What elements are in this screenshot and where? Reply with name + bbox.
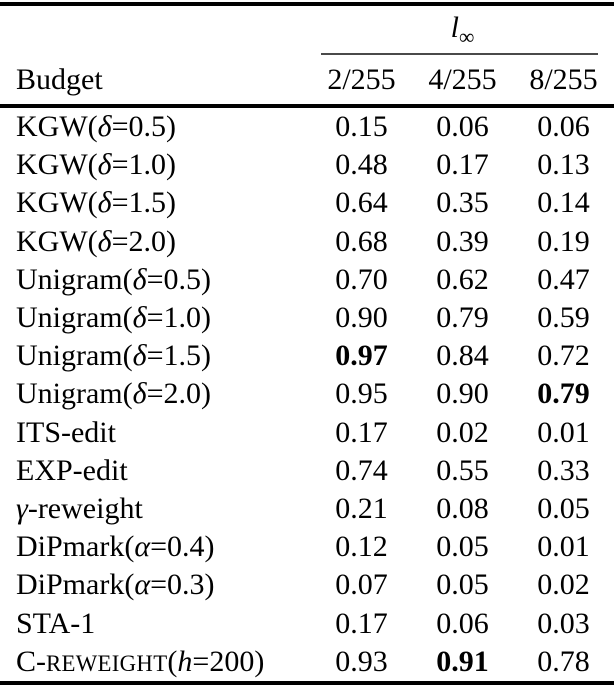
table-row: EXP-edit 0.74 0.55 0.33	[0, 452, 614, 490]
metric-value: 0.70	[335, 262, 388, 296]
header-rule	[0, 104, 614, 108]
method-label: DiPmark(α=0.3)	[16, 568, 215, 602]
metric-value: 0.17	[436, 148, 489, 182]
column-header-8-255: 8/255	[529, 62, 598, 96]
metric-value: 0.93	[335, 644, 388, 678]
metric-value: 0.72	[537, 339, 590, 373]
method-label: DiPmark(α=0.4)	[16, 530, 215, 564]
table-row: γ-reweight 0.21 0.08 0.05	[0, 490, 614, 528]
method-label: Unigram(δ=1.5)	[16, 339, 212, 373]
method-label: KGW(δ=2.0)	[16, 224, 177, 258]
metric-value: 0.01	[537, 530, 590, 564]
metric-value: 0.90	[335, 301, 388, 335]
metric-value: 0.48	[335, 148, 388, 182]
metric-value: 0.33	[537, 453, 590, 487]
table-row: KGW(δ=2.0) 0.68 0.39 0.19	[0, 223, 614, 261]
table-body: KGW(δ=0.5) 0.15 0.06 0.06 KGW(δ=1.0) 0.48 0.17…	[0, 108, 614, 681]
metric-value: 0.68	[335, 224, 388, 258]
metric-value: 0.06	[436, 110, 489, 144]
metric-value: 0.17	[335, 606, 388, 640]
metric-value: 0.05	[436, 568, 489, 602]
metric-value: 0.19	[537, 224, 590, 258]
metric-value: 0.59	[537, 301, 590, 335]
metric-value: 0.47	[537, 262, 590, 296]
metric-value: 0.14	[537, 186, 590, 220]
metric-value: 0.03	[537, 606, 590, 640]
method-label: Unigram(δ=1.0)	[16, 301, 212, 335]
metric-value: 0.97	[335, 339, 388, 373]
column-header-2-255: 2/255	[327, 62, 396, 96]
method-label: γ-reweight	[16, 491, 143, 525]
table-row: STA-1 0.17 0.06 0.03	[0, 604, 614, 642]
method-label: Unigram(δ=2.0)	[16, 377, 212, 411]
top-rule	[0, 2, 614, 6]
metric-value: 0.06	[537, 110, 590, 144]
metric-value: 0.21	[335, 491, 388, 525]
method-label: C-REWEIGHT(h=200)	[16, 644, 265, 678]
metric-value: 0.84	[436, 339, 489, 373]
metric-value: 0.07	[335, 568, 388, 602]
method-label: EXP-edit	[16, 453, 128, 487]
linf-group-header: l∞	[311, 6, 614, 55]
table-row: C-REWEIGHT(h=200) 0.93 0.91 0.78	[0, 643, 614, 681]
metric-value: 0.05	[436, 530, 489, 564]
table-row: Unigram(δ=1.5) 0.97 0.84 0.72	[0, 337, 614, 375]
table-row: KGW(δ=0.5) 0.15 0.06 0.06	[0, 108, 614, 146]
column-header-row: Budget 2/255 4/255 8/255	[0, 55, 614, 104]
metric-value: 0.55	[436, 453, 489, 487]
metric-value: 0.05	[537, 491, 590, 525]
metric-value: 0.17	[335, 415, 388, 449]
metric-value: 0.02	[537, 568, 590, 602]
method-label: KGW(δ=1.0)	[16, 148, 177, 182]
metric-value: 0.35	[436, 186, 489, 220]
metric-value: 0.01	[537, 415, 590, 449]
metric-value: 0.78	[537, 644, 590, 678]
table-row: DiPmark(α=0.3) 0.07 0.05 0.02	[0, 566, 614, 604]
metric-value: 0.02	[436, 415, 489, 449]
method-label: ITS-edit	[16, 415, 116, 449]
method-label: KGW(δ=0.5)	[16, 110, 177, 144]
metric-value: 0.64	[335, 186, 388, 220]
bottom-rule	[0, 680, 614, 685]
metric-value: 0.15	[335, 110, 388, 144]
table-row: Unigram(δ=2.0) 0.95 0.90 0.79	[0, 375, 614, 413]
column-header-4-255: 4/255	[428, 62, 497, 96]
linf-label: l∞	[450, 11, 475, 49]
metric-value: 0.12	[335, 530, 388, 564]
metric-value: 0.06	[436, 606, 489, 640]
cmidrule	[321, 53, 598, 55]
metric-value: 0.62	[436, 262, 489, 296]
method-label: KGW(δ=1.5)	[16, 186, 177, 220]
metric-value: 0.95	[335, 377, 388, 411]
metric-value: 0.79	[537, 377, 590, 411]
metric-value: 0.08	[436, 491, 489, 525]
metric-value: 0.39	[436, 224, 489, 258]
metric-value: 0.79	[436, 301, 489, 335]
metric-value: 0.91	[436, 644, 489, 678]
budget-column-header: Budget	[16, 62, 103, 96]
table-row: DiPmark(α=0.4) 0.12 0.05 0.01	[0, 528, 614, 566]
method-label: STA-1	[16, 606, 96, 640]
metric-value: 0.90	[436, 377, 489, 411]
table-row: KGW(δ=1.0) 0.48 0.17 0.13	[0, 146, 614, 184]
metric-value: 0.13	[537, 148, 590, 182]
metric-value: 0.74	[335, 453, 388, 487]
table-row: ITS-edit 0.17 0.02 0.01	[0, 414, 614, 452]
group-header-row: l∞	[0, 6, 614, 55]
table-row: Unigram(δ=0.5) 0.70 0.62 0.47	[0, 261, 614, 299]
table-row: KGW(δ=1.5) 0.64 0.35 0.14	[0, 184, 614, 222]
method-label: Unigram(δ=0.5)	[16, 262, 212, 296]
table-row: Unigram(δ=1.0) 0.90 0.79 0.59	[0, 299, 614, 337]
